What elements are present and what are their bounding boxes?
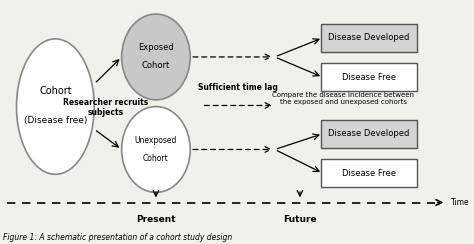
Text: Present: Present bbox=[136, 215, 176, 224]
Text: (Disease free): (Disease free) bbox=[24, 116, 87, 125]
Text: Cohort: Cohort bbox=[143, 154, 169, 163]
FancyBboxPatch shape bbox=[320, 120, 417, 148]
Ellipse shape bbox=[122, 107, 190, 192]
Text: Figure 1: A schematic presentation of a cohort study design: Figure 1: A schematic presentation of a … bbox=[3, 233, 232, 242]
Ellipse shape bbox=[17, 39, 94, 174]
FancyBboxPatch shape bbox=[320, 63, 417, 91]
Ellipse shape bbox=[122, 14, 190, 100]
Text: Time: Time bbox=[451, 198, 469, 207]
Text: Exposed: Exposed bbox=[138, 43, 174, 52]
Text: Sufficient time lag: Sufficient time lag bbox=[198, 83, 278, 92]
Text: Unexposed: Unexposed bbox=[135, 136, 177, 145]
FancyBboxPatch shape bbox=[320, 24, 417, 52]
Text: Disease Free: Disease Free bbox=[341, 169, 395, 178]
Text: Cohort: Cohort bbox=[142, 61, 170, 71]
Text: Researcher recruits
subjects: Researcher recruits subjects bbox=[63, 98, 148, 117]
Text: Disease Developed: Disease Developed bbox=[328, 129, 409, 138]
Text: Disease Free: Disease Free bbox=[341, 73, 395, 82]
Text: Compare the disease incidence between
the exposed and unexposed cohorts: Compare the disease incidence between th… bbox=[273, 92, 414, 105]
Text: Future: Future bbox=[283, 215, 317, 224]
FancyBboxPatch shape bbox=[320, 159, 417, 187]
Text: Disease Developed: Disease Developed bbox=[328, 33, 409, 42]
Text: Cohort: Cohort bbox=[39, 86, 72, 96]
